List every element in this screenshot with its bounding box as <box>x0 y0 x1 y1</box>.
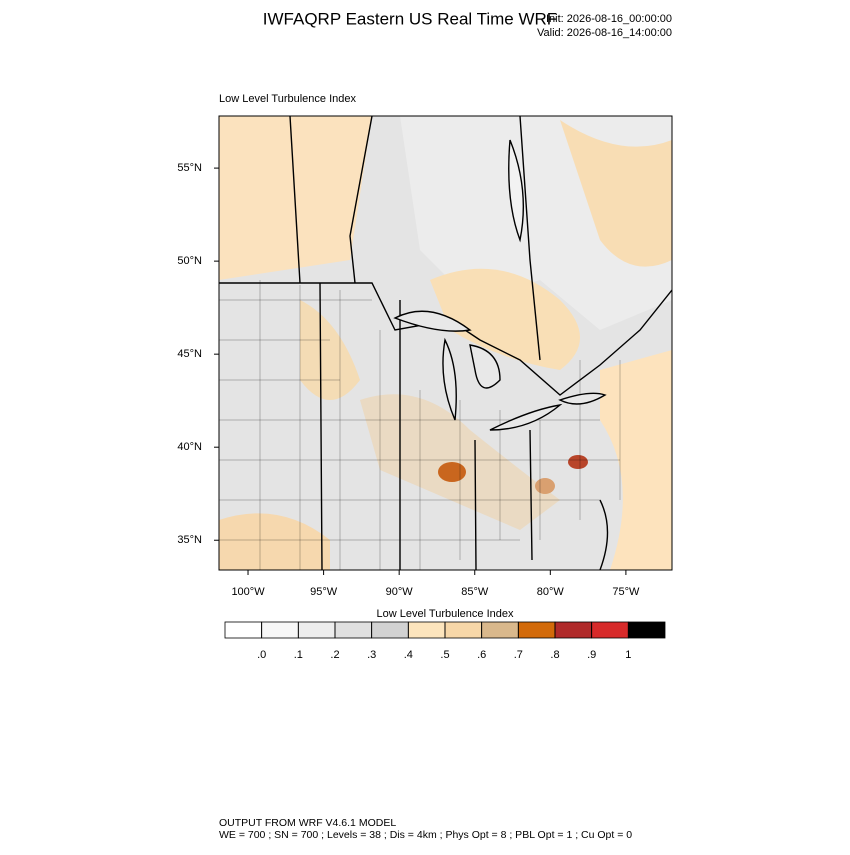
y-tick-label: 50°N <box>177 255 202 267</box>
colorbar-label: .4 <box>404 649 413 661</box>
colorbar-label: .1 <box>294 649 303 661</box>
x-tick-label: 75°W <box>612 586 640 598</box>
x-tick-label: 95°W <box>310 586 338 598</box>
colorbar-box <box>261 621 299 639</box>
colorbar-box <box>554 621 593 639</box>
colorbar-label: .6 <box>477 649 486 661</box>
x-tick-label: 100°W <box>231 586 265 598</box>
map-field <box>219 116 672 570</box>
colorbar-box <box>224 621 263 639</box>
x-tick-label: 80°W <box>537 586 565 598</box>
title: IWFAQRP Eastern US Real Time WRF <box>263 9 557 28</box>
colorbar-box <box>407 621 446 639</box>
map-subtitle: Low Level Turbulence Index <box>219 93 356 105</box>
colorbar-box <box>334 621 373 639</box>
colorbar-box <box>517 621 556 639</box>
colorbar-label: .5 <box>440 649 449 661</box>
x-tick-label: 85°W <box>461 586 489 598</box>
colorbar-label: .8 <box>550 649 559 661</box>
colorbar-label: .7 <box>514 649 523 661</box>
y-tick-label: 35°N <box>177 534 202 546</box>
map-frame <box>218 115 673 571</box>
colorbar-label: .3 <box>367 649 376 661</box>
colorbar-box <box>444 621 483 639</box>
y-tick-label: 40°N <box>177 441 202 453</box>
footer-line: WE = 700 ; SN = 700 ; Levels = 38 ; Dis … <box>219 829 632 841</box>
y-tick-label: 45°N <box>177 348 202 360</box>
valid-time: Valid: 2026-08-16_14:00:00 <box>537 27 672 39</box>
colorbar-box <box>591 621 629 639</box>
y-tick-label: 55°N <box>177 162 202 174</box>
colorbar-label: 1 <box>625 649 631 661</box>
colorbar-label: .2 <box>330 649 339 661</box>
colorbar-label: .9 <box>587 649 596 661</box>
colorbar-label: .0 <box>257 649 266 661</box>
colorbar-title: Low Level Turbulence Index <box>377 608 514 620</box>
colorbar-box <box>481 621 519 639</box>
colorbar-box <box>297 621 336 639</box>
init-time: Init: 2026-08-16_00:00:00 <box>546 13 672 25</box>
x-tick-label: 90°W <box>386 586 414 598</box>
footer-line: OUTPUT FROM WRF V4.6.1 MODEL <box>219 817 396 829</box>
colorbar-box <box>627 621 666 639</box>
colorbar-box <box>371 621 409 639</box>
